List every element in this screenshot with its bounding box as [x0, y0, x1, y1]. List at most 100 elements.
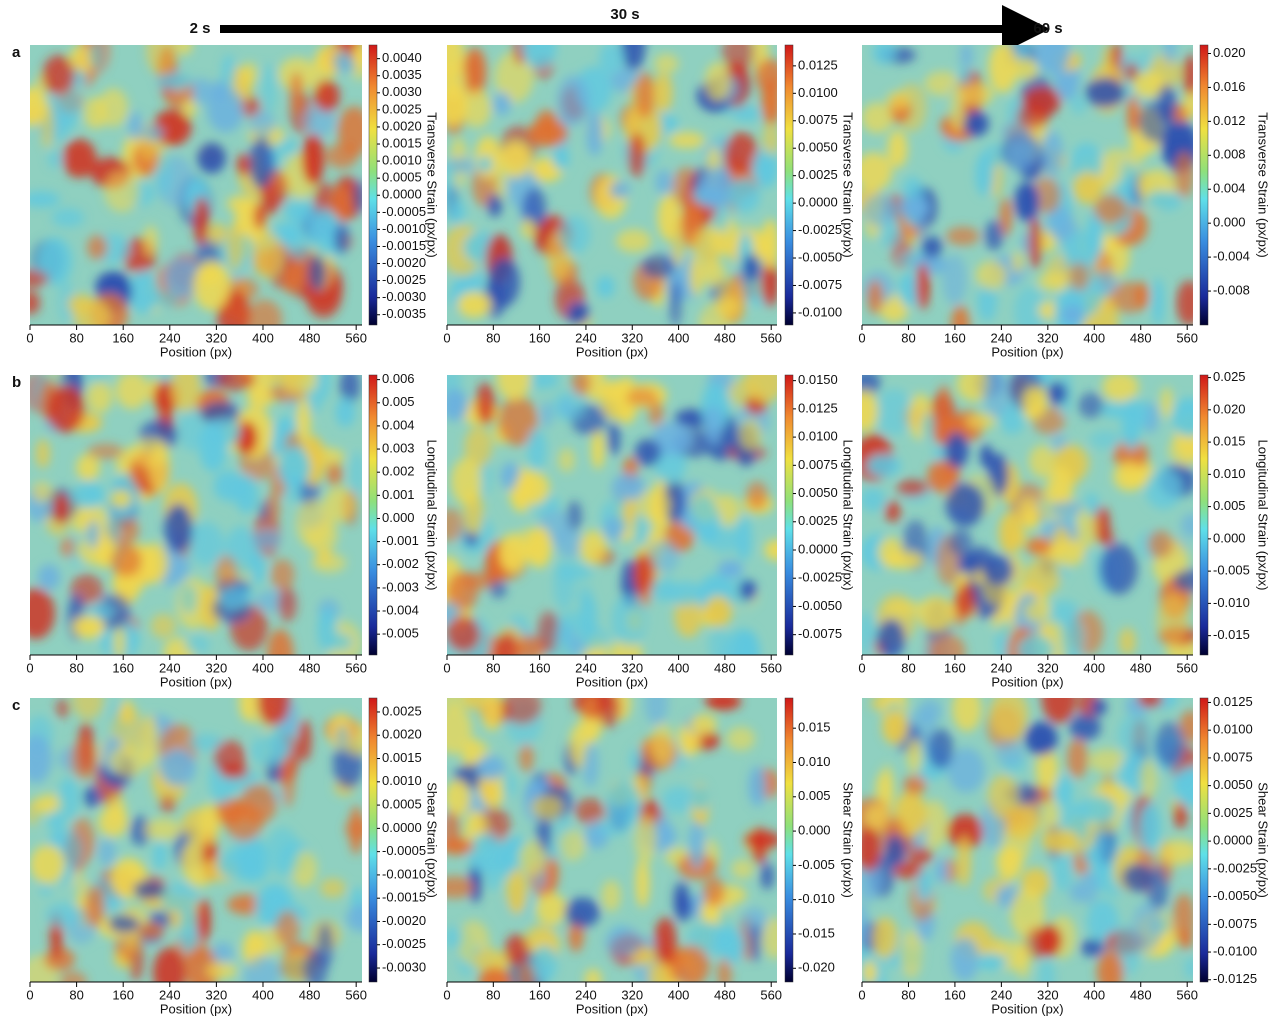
strain-blob — [464, 698, 486, 711]
strain-blob — [447, 837, 474, 855]
strain-map — [30, 375, 362, 655]
x-tick-label: 560 — [345, 660, 367, 675]
strain-blob — [956, 375, 992, 402]
x-tick-label: 400 — [668, 660, 690, 675]
strain-blob — [574, 798, 606, 825]
strain-blobs — [862, 45, 1193, 325]
colorbar-tick-label: 0.0025 — [382, 703, 422, 718]
strain-blob — [337, 106, 362, 157]
strain-blob — [1024, 721, 1058, 756]
strain-blob — [323, 486, 356, 523]
strain-blob — [877, 618, 906, 655]
strain-blob — [947, 814, 984, 849]
strain-blob — [566, 500, 582, 531]
strain-blob — [882, 710, 908, 745]
strain-blob — [728, 178, 761, 213]
strain-blob — [1174, 151, 1193, 198]
colorbar-tick-label: -0.0075 — [1213, 916, 1257, 931]
strain-blob — [982, 375, 1010, 418]
x-tick-label: 480 — [714, 987, 736, 1002]
strain-blob — [506, 868, 528, 915]
colorbar-label: Transverse Strain (px/px) — [1256, 112, 1271, 257]
x-axis-label: Position (px) — [160, 344, 232, 359]
x-tick-label: 160 — [944, 987, 966, 1002]
strain-blob — [624, 388, 658, 406]
strain-blob — [295, 499, 330, 548]
strain-blob — [107, 505, 121, 543]
strain-blob — [1163, 45, 1177, 65]
colorbar-tick-label: -0.0020 — [382, 255, 426, 270]
strain-blob — [1173, 766, 1193, 807]
colorbar-tick-label: -0.0025 — [798, 222, 842, 237]
colorbar-tick-label: 0.015 — [1213, 434, 1246, 449]
strain-blob — [297, 719, 312, 762]
strain-blob — [567, 302, 590, 325]
strain-blob — [921, 412, 935, 443]
strain-blob — [1087, 899, 1119, 943]
colorbar-tick-label: 0.012 — [1213, 113, 1246, 128]
strain-blob — [874, 388, 914, 436]
colorbar-tick-label: 0.0015 — [382, 135, 422, 150]
x-tick-label: 160 — [112, 330, 134, 345]
strain-blob — [959, 82, 994, 107]
strain-blob — [501, 698, 542, 725]
x-tick-label: 560 — [1176, 987, 1198, 1002]
strain-blob — [42, 54, 75, 96]
strain-blob — [311, 552, 347, 573]
strain-blob — [83, 96, 109, 129]
colorbar-tick-label: -0.0075 — [798, 277, 842, 292]
x-tick-label: 240 — [159, 987, 181, 1002]
strain-blob — [929, 633, 966, 655]
colorbar-tick-label: -0.010 — [1213, 595, 1250, 610]
strain-blob — [136, 922, 165, 940]
colorbar-tick-label: 0.002 — [382, 464, 415, 479]
strain-blob — [739, 579, 757, 601]
x-tick-label: 0 — [443, 987, 450, 1002]
colorbar-tick-label: 0.003 — [382, 440, 415, 455]
strain-blob — [72, 698, 104, 720]
strain-blob — [235, 421, 258, 455]
colorbar — [1199, 697, 1209, 983]
strain-blob — [447, 389, 469, 422]
strain-blob — [115, 375, 149, 410]
x-tick-label: 160 — [529, 660, 551, 675]
x-tick-label: 560 — [760, 660, 782, 675]
strain-blob — [884, 599, 923, 616]
strain-blob — [584, 968, 602, 982]
colorbar-tick-label: 0.015 — [798, 720, 831, 735]
strain-blob — [1041, 829, 1081, 854]
colorbar-tick-label: 0.0040 — [382, 50, 422, 65]
strain-blob — [314, 80, 340, 113]
strain-blob — [31, 481, 52, 503]
strain-blob — [45, 902, 80, 928]
colorbar-tick-label: 0.0125 — [798, 400, 838, 415]
strain-blob — [141, 125, 165, 142]
colorbar — [368, 697, 378, 983]
strain-blob — [1038, 957, 1056, 982]
x-tick-label: 240 — [991, 330, 1013, 345]
strain-blob — [616, 229, 652, 253]
strain-blob — [46, 385, 85, 433]
strain-blob — [51, 208, 85, 228]
strain-blob — [1028, 445, 1056, 478]
strain-blob — [30, 191, 61, 208]
strain-blob — [1085, 77, 1125, 108]
colorbar-tick-label: -0.0010 — [382, 866, 426, 881]
x-tick-label: 160 — [944, 660, 966, 675]
strain-blob — [717, 560, 744, 579]
strain-blob — [493, 92, 511, 116]
strain-blob — [289, 71, 304, 115]
colorbar-tick-label: 0.0015 — [382, 750, 422, 765]
strain-map — [862, 698, 1193, 982]
colorbar-tick-label: 0.0005 — [382, 170, 422, 185]
strain-blob — [634, 813, 657, 864]
strain-blob — [326, 462, 343, 486]
colorbar-tick-label: 0.010 — [1213, 466, 1246, 481]
strain-blob — [862, 193, 896, 227]
strain-blob — [1180, 513, 1193, 538]
strain-blob — [872, 917, 898, 959]
x-tick-label: 80 — [901, 987, 915, 1002]
strain-blob — [58, 776, 80, 820]
strain-blob — [688, 820, 706, 870]
x-tick-label: 560 — [345, 987, 367, 1002]
